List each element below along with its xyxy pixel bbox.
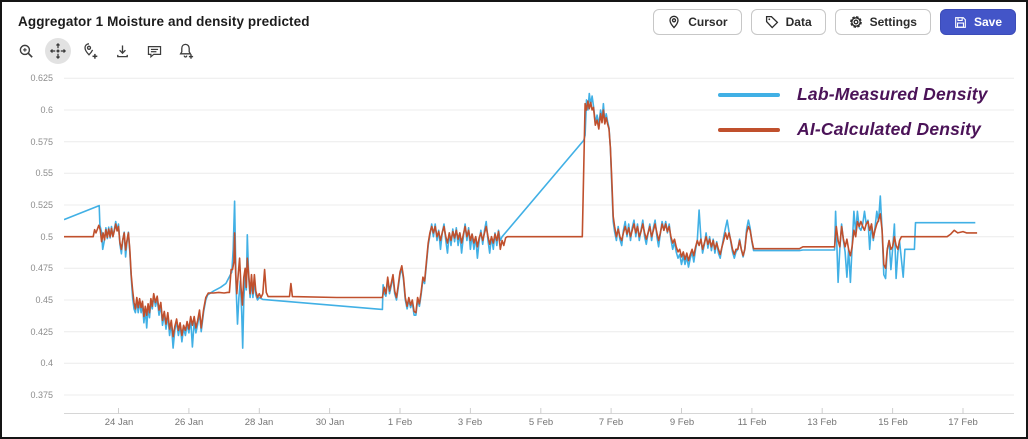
- y-tick-label: 0.575: [30, 137, 53, 147]
- legend-swatch-red: [718, 127, 780, 132]
- chart-legend: Lab-Measured Density AI-Calculated Densi…: [718, 84, 988, 140]
- y-axis-labels: 0.625 0.6 0.575 0.55 0.525 0.5 0.475 0.45 0.425 0…: [2, 72, 58, 414]
- y-tick-label: 0.5: [40, 232, 53, 242]
- x-tick-label: 26 Jan: [174, 417, 204, 428]
- add-pin-icon[interactable]: [77, 38, 103, 64]
- x-tick-label: 5 Feb: [528, 417, 554, 428]
- download-icon[interactable]: [109, 38, 135, 64]
- y-tick-label: 0.375: [30, 390, 53, 400]
- chart-toolbar: [13, 38, 199, 64]
- y-tick-label: 0.525: [30, 200, 53, 210]
- x-tick-label: 9 Feb: [669, 417, 695, 428]
- header-buttons: Cursor Data Settings: [653, 9, 1016, 35]
- zoom-in-icon[interactable]: [13, 38, 39, 64]
- legend-item-ai-calculated: AI-Calculated Density: [718, 119, 988, 140]
- y-tick-label: 0.55: [35, 168, 53, 178]
- x-tick-label: 7 Feb: [598, 417, 624, 428]
- y-tick-label: 0.6: [40, 105, 53, 115]
- chart-plot[interactable]: [64, 72, 1014, 414]
- save-button-label: Save: [973, 15, 1002, 29]
- save-icon: [954, 16, 967, 29]
- x-tick-label: 3 Feb: [457, 417, 483, 428]
- y-tick-label: 0.625: [30, 73, 53, 83]
- legend-label: Lab-Measured Density: [797, 84, 988, 104]
- x-tick-label: 1 Feb: [387, 417, 413, 428]
- add-alert-icon[interactable]: [173, 38, 199, 64]
- cursor-button-label: Cursor: [688, 15, 728, 29]
- y-tick-label: 0.425: [30, 327, 53, 337]
- y-tick-label: 0.4: [40, 358, 53, 368]
- page-title: Aggregator 1 Moisture and density predic…: [18, 14, 310, 29]
- cursor-button[interactable]: Cursor: [653, 9, 742, 35]
- legend-label: AI-Calculated Density: [797, 119, 982, 139]
- legend-item-lab-measured: Lab-Measured Density: [718, 84, 988, 105]
- tag-icon: [765, 15, 779, 29]
- location-pin-icon: [667, 15, 681, 29]
- gear-icon: [849, 15, 863, 29]
- x-tick-label: 13 Feb: [807, 417, 837, 428]
- x-tick-label: 30 Jan: [315, 417, 345, 428]
- y-tick-label: 0.475: [30, 263, 53, 273]
- save-button[interactable]: Save: [939, 9, 1016, 35]
- legend-swatch-blue: [718, 92, 780, 97]
- data-button[interactable]: Data: [750, 9, 826, 35]
- x-tick-label: 11 Feb: [737, 417, 767, 428]
- settings-button-label: Settings: [869, 15, 917, 29]
- comment-icon[interactable]: [141, 38, 167, 64]
- x-axis-labels: 24 Jan 26 Jan 28 Jan 30 Jan 1 Feb 3 Feb 5 Feb 7…: [64, 417, 1014, 433]
- x-tick-label: 15 Feb: [878, 417, 908, 428]
- x-tick-label: 17 Feb: [948, 417, 978, 428]
- x-tick-label: 28 Jan: [244, 417, 274, 428]
- y-tick-label: 0.45: [35, 295, 53, 305]
- pan-icon[interactable]: [45, 38, 71, 64]
- x-tick-label: 24 Jan: [104, 417, 134, 428]
- settings-button[interactable]: Settings: [834, 9, 931, 35]
- data-button-label: Data: [785, 15, 812, 29]
